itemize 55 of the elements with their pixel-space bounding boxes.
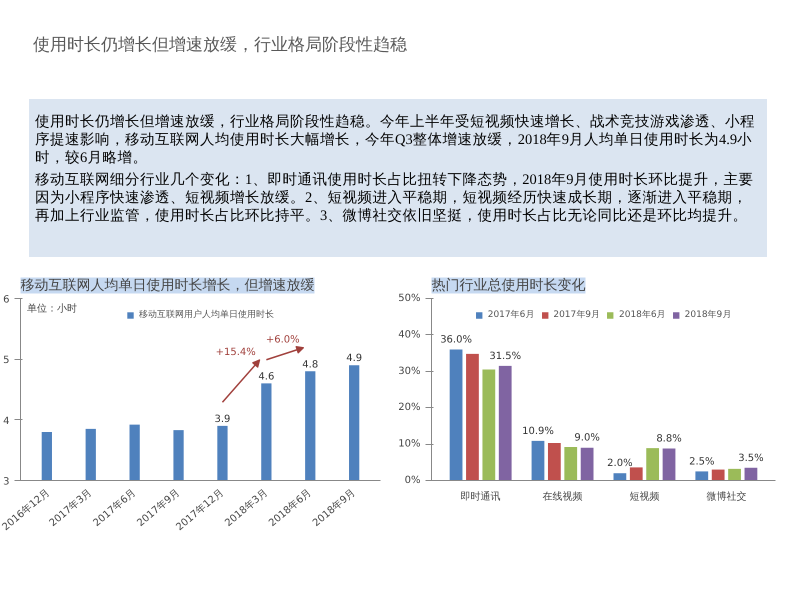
data-label: 36.0% [440,334,472,346]
legend-label: 2018年9月 [684,308,732,321]
annotation: +15.4% [216,346,256,358]
x-tick-label: 在线视频 [542,490,583,502]
bar [580,448,594,480]
y-tick-label: 4 [3,416,10,427]
text: 使用时长仍增长但增速放缓，行业格局阶段性趋稳。今年上半年受短视频快速增长、战术竞技游戏渗透、小程序提速影响，移动互联网人均使用时长大幅增长，今年Q3整体增速放缓，2018年9月人均单日使用时长为4.9小时，较6月略增。 [35,113,756,167]
data-label: 8.8% [656,433,682,444]
bar [564,447,578,480]
y-tick-label: 6 [3,294,10,306]
legend-label: 2018年6月 [619,308,666,321]
data-label: 3.9 [214,414,230,425]
text: 移动互联网细分行业几个变化：1、即时通讯使用时长占比扭转下降态势，2018年9月使用时长环比提升，主要因为小程序快速渗透、短视频增长放缓。2、短视频进入平稳期，短视频经历快速成长期，逐渐进入平稳期，再加上行业监管，使用时长占比环比持平。3、微博社交依旧坚挺，使用时长占比无论同比还是环比均提升。 [35,171,754,225]
bar [728,468,741,480]
bar [613,473,626,480]
annotation: 单位：小时 [27,302,78,314]
bar [646,448,660,480]
y-tick-label: 50% [398,293,421,304]
bar [630,467,643,480]
bar [548,443,561,480]
data-label: 4.6 [258,371,274,382]
x-tick-label: 即时通讯 [460,490,501,502]
y-tick-label: 0% [404,475,421,486]
data-label: 4.8 [302,359,318,370]
legend-label: 移动互联网用户人均单日使用时长 [139,308,274,321]
bar [662,448,676,480]
chart-title: 热门行业总使用时长变化 [432,278,586,294]
data-label: 10.9% [522,426,554,437]
x-tick-label: 短视频 [629,490,660,502]
data-label: 4.9 [346,353,362,364]
legend-label: 2017年6月 [488,308,534,321]
data-label: 2.5% [689,456,714,468]
bar [466,354,479,480]
data-label: 9.0% [574,432,600,444]
y-tick-label: 10% [398,438,421,450]
bar [695,471,708,480]
bar [744,468,758,480]
bar [450,349,462,480]
bar [712,470,725,480]
annotation: +6.0% [266,334,300,346]
data-label: 2.0% [607,458,633,470]
y-tick-label: 20% [398,402,421,414]
data-label: 3.5% [738,452,764,464]
y-tick-label: 40% [398,329,421,340]
bar [482,369,496,480]
y-tick-label: 3 [3,476,10,488]
y-tick-label: 30% [398,366,421,377]
x-tick-label: 微博社交 [706,490,746,502]
text: 使用时长仍增长但增速放缓，行业格局阶段性趋稳 [32,34,407,57]
legend-label: 2017年9月 [553,308,600,321]
data-label: 31.5% [489,350,522,362]
bar [498,366,512,480]
y-tick-label: 5 [3,355,10,366]
chart-title: 移动互联网人均单日使用时长增长，但增速放缓 [20,278,314,294]
bar [532,440,544,480]
